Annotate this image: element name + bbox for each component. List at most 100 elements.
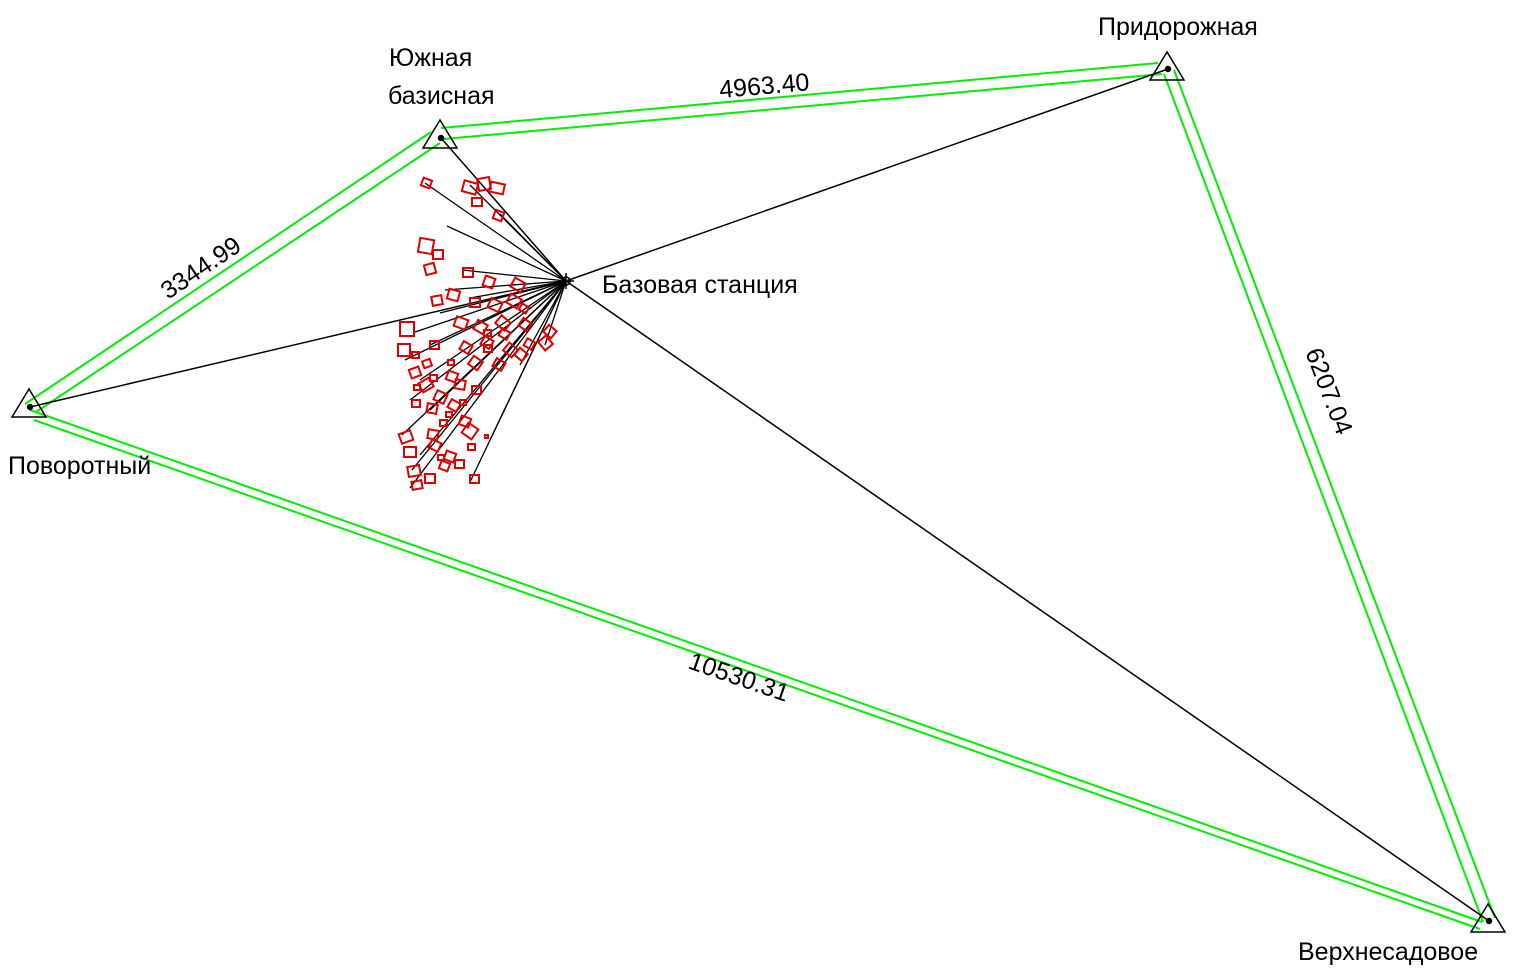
baseline-group [24, 62, 1496, 930]
building-footprint [541, 323, 559, 340]
station-label-yuzhnaya-line2: базисная [388, 82, 495, 110]
building-footprint [486, 296, 504, 314]
building-footprint [517, 302, 531, 315]
station-label-verkhnesadovoe: Верхнесадовое [1298, 938, 1478, 966]
control-point-povorotny[interactable] [10, 387, 48, 418]
control-point-yuzhnaya[interactable] [421, 118, 459, 149]
building-footprint [429, 340, 440, 350]
building-ray [409, 280, 567, 489]
building-footprint [484, 434, 489, 439]
building-footprint [422, 261, 438, 277]
building-footprint [406, 463, 422, 479]
building-footprint [444, 369, 460, 384]
building-footprint [445, 411, 453, 418]
building-footprint [454, 459, 465, 469]
building-ray [439, 280, 567, 314]
building-ray [404, 280, 567, 361]
building-ray [489, 280, 567, 441]
building-ray [401, 280, 567, 436]
building-ray [544, 280, 567, 346]
building-footprint [427, 437, 443, 454]
ray-to-pridorozhnaya [565, 68, 1169, 282]
building-ray [414, 280, 567, 333]
building-footprint [457, 414, 473, 429]
station-label-yuzhnaya-line1: Южная [389, 44, 472, 72]
building-footprint [471, 318, 490, 336]
building-footprint [452, 314, 470, 332]
building-footprint [432, 388, 449, 406]
building-footprint [487, 180, 507, 196]
building-footprint [467, 443, 476, 451]
building-footprint [437, 459, 452, 473]
building-footprint [536, 334, 555, 352]
building-footprint [471, 385, 482, 395]
building-footprint [522, 336, 537, 352]
building-footprint [416, 236, 436, 256]
building-footprint [403, 446, 417, 458]
building-footprint [459, 399, 467, 406]
building-footprint [481, 274, 497, 290]
building-footprint [430, 294, 444, 307]
building-footprint [429, 374, 438, 382]
building-footprint [420, 357, 434, 370]
building-footprint [446, 397, 462, 414]
distance-label-povorotny-verkhnesadovoe: 10530.31 [685, 647, 793, 707]
building-footprint [491, 356, 507, 373]
building-footprint [437, 454, 445, 461]
building-footprint [466, 354, 485, 372]
building-ray [461, 269, 567, 282]
baseline-yuzhnaya-pridorozhnaya [440, 62, 1163, 140]
building-footprint [445, 287, 462, 303]
distance-label-yuzhnaya-pridorozhnaya: 4963.40 [718, 68, 810, 104]
building-ray [446, 225, 567, 282]
building-footprint [460, 421, 480, 441]
control-point-pridorozhnaya[interactable] [1148, 50, 1186, 81]
station-label-povorotny: Поворотный [8, 452, 151, 480]
building-footprint [491, 208, 506, 223]
ray-to-povorotny [29, 280, 567, 408]
building-footprint [413, 384, 421, 391]
baseline-povorotny-yuzhnaya [24, 131, 441, 413]
building-group [397, 175, 559, 491]
station-label-pridorozhnaya: Придорожная [1098, 13, 1258, 41]
building-footprint [397, 343, 411, 357]
building-ray [519, 280, 567, 366]
building-footprint [512, 346, 530, 363]
building-footprint [397, 428, 415, 446]
base-station-marker[interactable] [558, 273, 574, 289]
distance-label-povorotny-yuzhnaya: 3344.99 [156, 231, 247, 305]
building-footprint [483, 329, 492, 337]
building-footprint [453, 378, 467, 391]
control-point-group [10, 50, 1507, 933]
control-point-verkhnesadovoe[interactable] [1469, 902, 1507, 933]
ray-to-yuzhnaya [440, 137, 567, 282]
building-footprint [399, 321, 415, 337]
building-footprint [471, 197, 483, 207]
baseline-povorotny-verkhnesadovoe [29, 409, 1483, 930]
building-footprint [483, 344, 493, 353]
building-ray [419, 280, 567, 381]
building-footprint [508, 276, 528, 294]
building-footprint [469, 297, 481, 308]
building-ray [469, 280, 567, 299]
building-footprint [460, 179, 480, 196]
building-footprint [469, 474, 480, 484]
building-footprint [497, 326, 512, 342]
building-footprint [411, 351, 420, 359]
building-footprint [419, 176, 434, 190]
base-station-label: Базовая станция [602, 271, 798, 299]
building-footprint [493, 313, 513, 333]
ray-to-verkhnesadovoe [565, 280, 1490, 922]
building-footprint [516, 316, 534, 333]
building-ray [499, 213, 567, 282]
building-footprint [425, 402, 439, 415]
building-footprint [410, 479, 424, 491]
building-footprint [458, 339, 474, 356]
building-footprint [432, 249, 444, 260]
building-footprint [462, 267, 474, 278]
ray-group [29, 68, 1490, 922]
building-footprint [447, 359, 455, 366]
building-footprint [411, 399, 421, 408]
building-footprint [442, 449, 458, 464]
